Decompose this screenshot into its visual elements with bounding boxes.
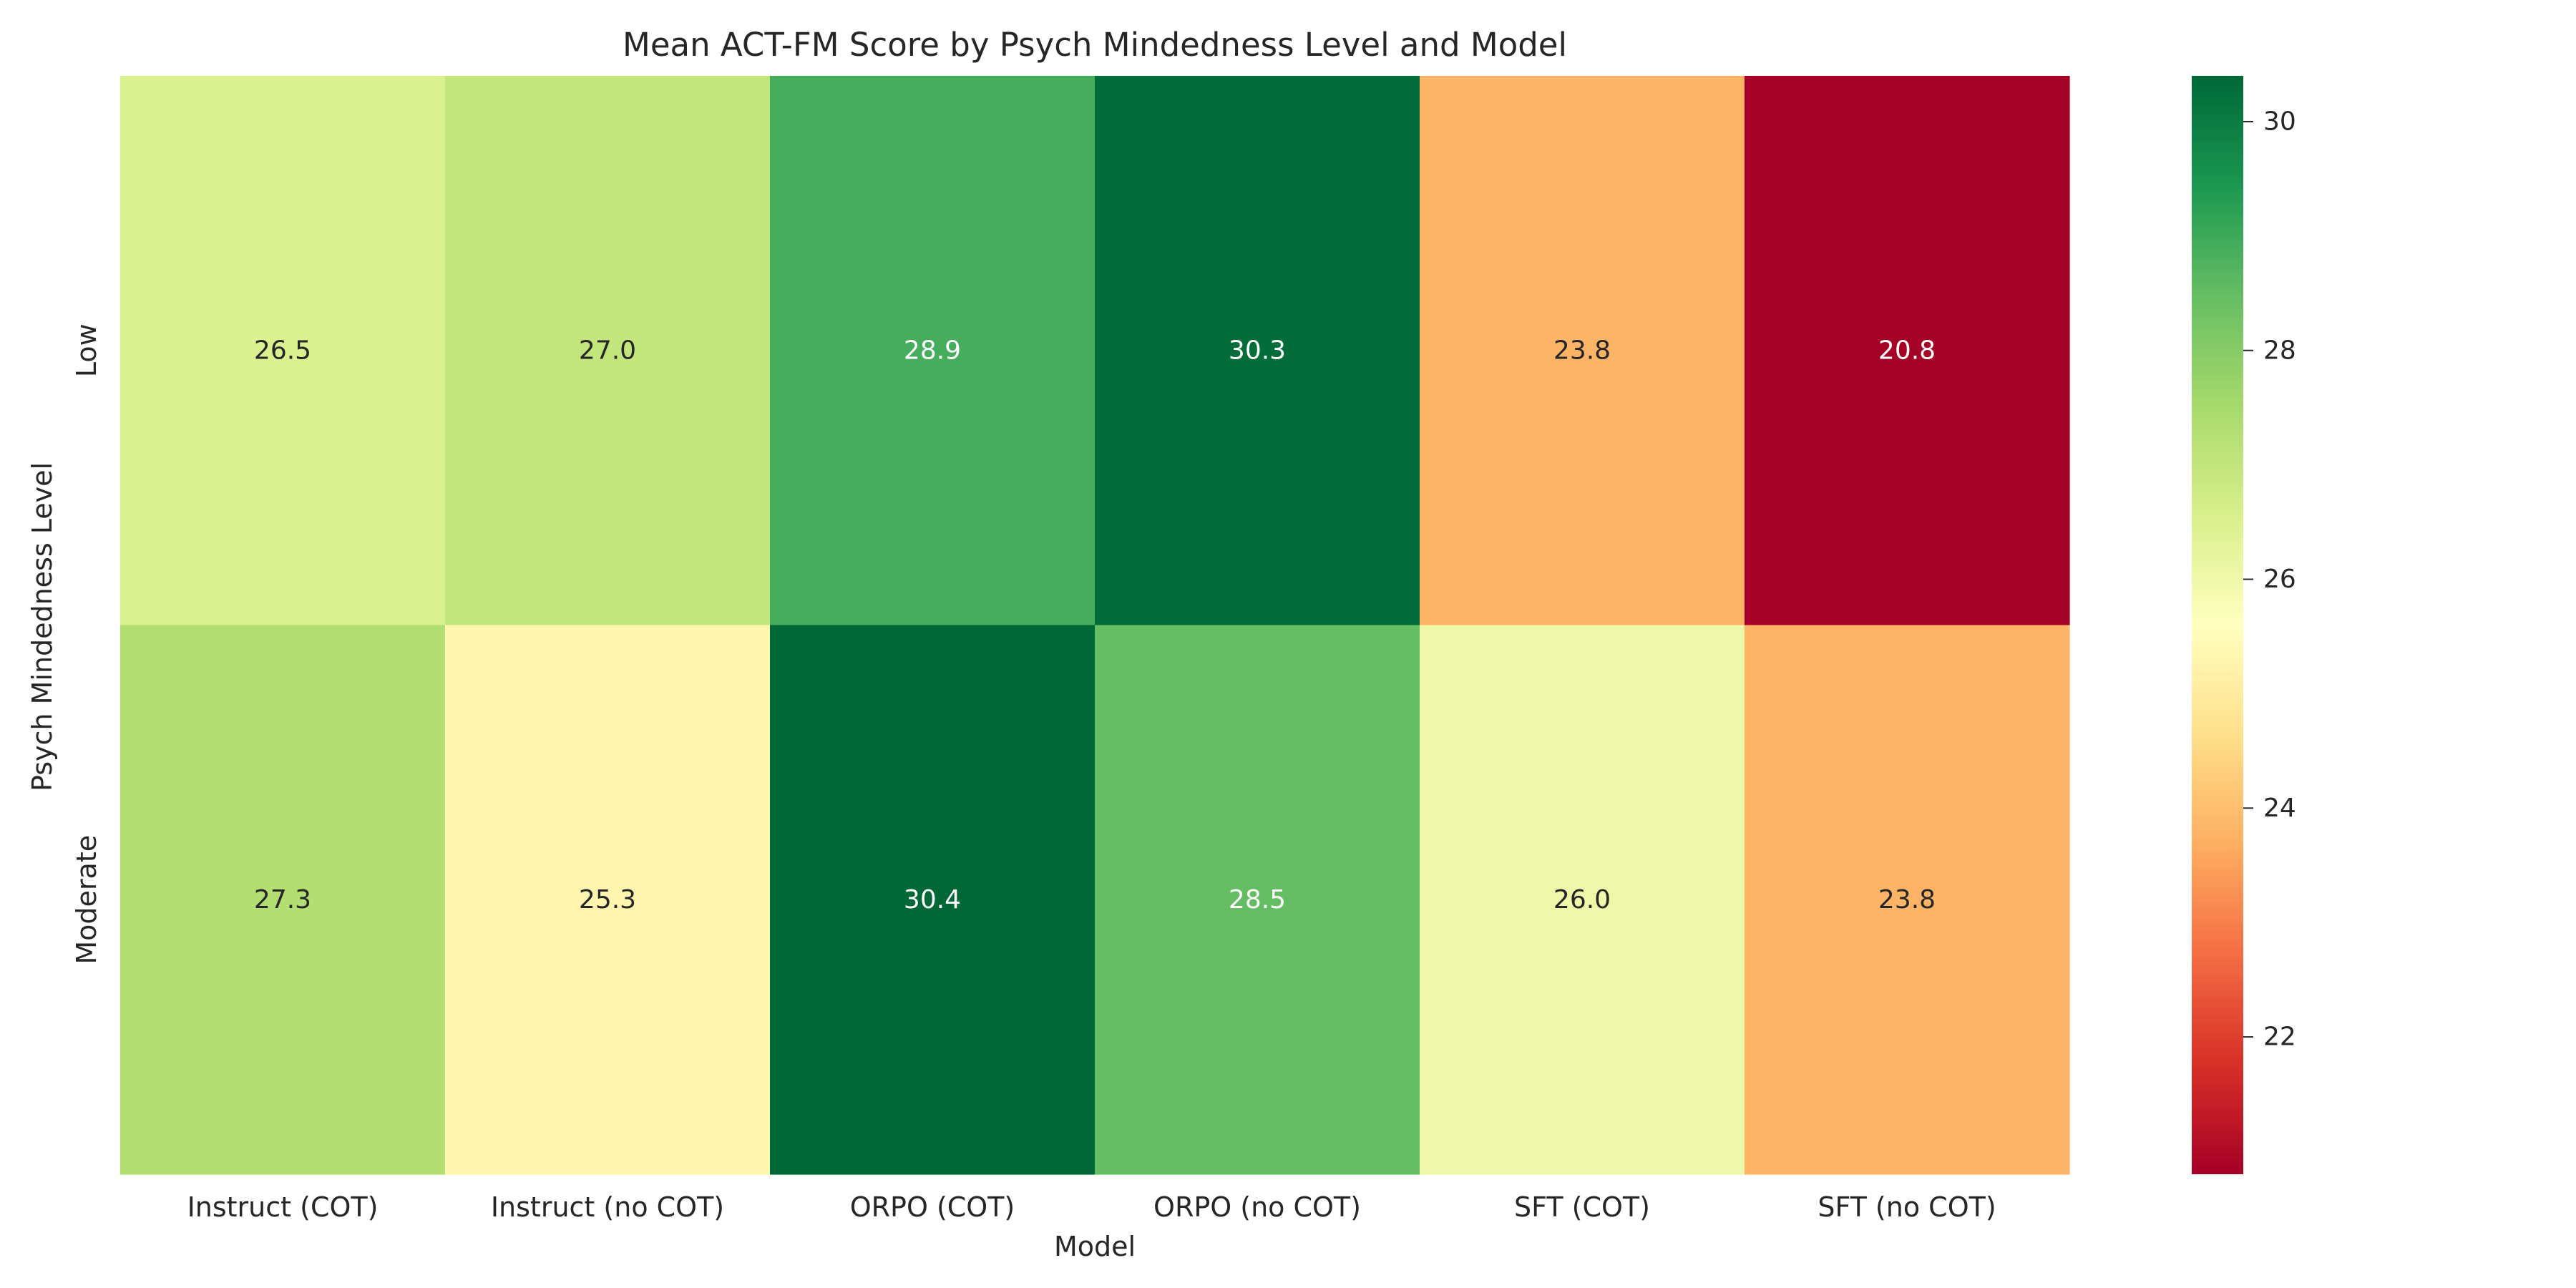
- heatmap-cells: [120, 76, 2070, 1175]
- heatmap-cell: [770, 76, 1096, 626]
- x-tick-label: Instruct (no COT): [491, 1191, 724, 1223]
- colorbar-ticks: 22 24 26 28 30: [2243, 107, 2296, 1052]
- x-tick-label: SFT (no COT): [1818, 1191, 1996, 1223]
- heatmap-cell: [770, 625, 1096, 1175]
- heatmap-cell: [1420, 625, 1745, 1175]
- heatmap-cell-value: 30.4: [904, 885, 961, 914]
- x-tick-label: SFT (COT): [1514, 1191, 1650, 1223]
- heatmap-cell: [445, 76, 771, 626]
- heatmap-cell-value: 23.8: [1553, 336, 1611, 365]
- heatmap-cell-value: 20.8: [1878, 336, 1936, 365]
- colorbar-gradient: [2192, 76, 2243, 1174]
- colorbar: 22 24 26 28 30: [2192, 76, 2296, 1174]
- chart-title: Mean ACT-FM Score by Psych Mindedness Le…: [623, 26, 1567, 64]
- x-tick-label: ORPO (no COT): [1153, 1191, 1361, 1223]
- x-tick-labels: Instruct (COT) Instruct (no COT) ORPO (COT…: [187, 1191, 1996, 1223]
- colorbar-tick-label: 22: [2263, 1023, 2296, 1052]
- heatmap-cell-value: 28.5: [1229, 885, 1286, 914]
- heatmap-cell-labels: 26.5 27.0 28.9 30.3 23.8 20.8 27.3 25.3 30.4 28.5…: [254, 336, 1936, 914]
- colorbar-tick-label: 30: [2263, 107, 2296, 136]
- x-tick-label: ORPO (COT): [850, 1191, 1015, 1223]
- heatmap-cell-value: 26.5: [254, 336, 311, 365]
- heatmap-cell-value: 30.3: [1229, 336, 1286, 365]
- heatmap-cell: [1095, 76, 1420, 626]
- heatmap-cell: [1745, 625, 2070, 1175]
- heatmap-cell: [120, 625, 446, 1175]
- y-tick-label: Low: [71, 323, 102, 377]
- heatmap-cell: [1095, 625, 1420, 1175]
- heatmap-cell: [1745, 76, 2070, 626]
- heatmap-cell-value: 26.0: [1553, 885, 1611, 914]
- heatmap-cell-value: 25.3: [579, 885, 636, 914]
- heatmap-cell-value: 27.3: [254, 885, 311, 914]
- heatmap-cell: [1420, 76, 1745, 626]
- x-tick-label: Instruct (COT): [187, 1191, 379, 1223]
- y-axis-title: Psych Mindedness Level: [26, 462, 58, 791]
- heatmap-cell-value: 23.8: [1878, 885, 1936, 914]
- heatmap-cell-value: 28.9: [904, 336, 961, 365]
- x-axis-title: Model: [1054, 1231, 1136, 1262]
- y-tick-label: Moderate: [71, 835, 102, 965]
- colorbar-tick-label: 24: [2263, 794, 2296, 823]
- y-tick-labels: Low Moderate: [71, 323, 102, 964]
- colorbar-tick-label: 28: [2263, 336, 2296, 365]
- colorbar-tick-label: 26: [2263, 565, 2296, 594]
- heatmap-cell: [120, 76, 446, 626]
- heatmap-cell-value: 27.0: [579, 336, 636, 365]
- heatmap-cell: [445, 625, 771, 1175]
